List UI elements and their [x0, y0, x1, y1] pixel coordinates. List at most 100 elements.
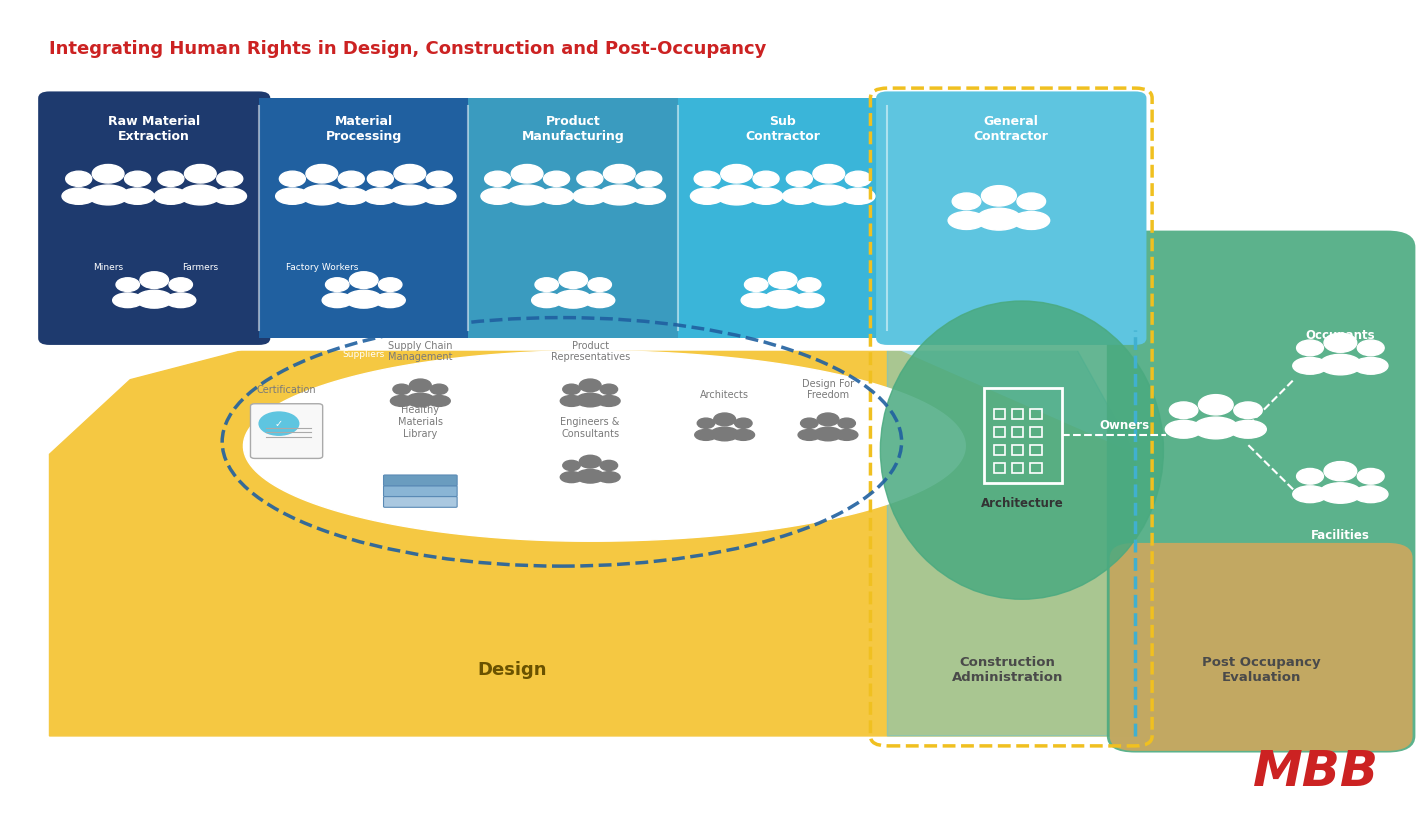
Ellipse shape: [364, 188, 396, 204]
Text: Engineers &
Consultants: Engineers & Consultants: [560, 417, 620, 439]
Ellipse shape: [153, 188, 188, 204]
Ellipse shape: [794, 293, 824, 308]
Ellipse shape: [836, 430, 858, 440]
Ellipse shape: [799, 430, 820, 440]
Circle shape: [845, 171, 871, 186]
Circle shape: [604, 164, 635, 183]
Ellipse shape: [375, 293, 405, 308]
Text: Facilities: Facilities: [1312, 529, 1370, 542]
Circle shape: [1198, 394, 1233, 415]
FancyBboxPatch shape: [259, 98, 469, 339]
Text: Occupants: Occupants: [1306, 329, 1376, 343]
Text: Architects: Architects: [701, 390, 749, 400]
Ellipse shape: [598, 395, 620, 406]
Circle shape: [1357, 340, 1384, 356]
Circle shape: [600, 384, 618, 394]
Ellipse shape: [276, 188, 310, 204]
Circle shape: [817, 413, 838, 426]
Text: Suppliers: Suppliers: [342, 349, 385, 359]
Circle shape: [577, 171, 603, 186]
Text: Factory Workers: Factory Workers: [286, 264, 358, 273]
Circle shape: [769, 272, 797, 289]
Circle shape: [698, 418, 715, 429]
Ellipse shape: [1229, 420, 1266, 438]
Circle shape: [813, 164, 844, 183]
Circle shape: [982, 186, 1016, 206]
Ellipse shape: [576, 470, 604, 483]
Ellipse shape: [1293, 358, 1327, 374]
Ellipse shape: [1293, 486, 1327, 503]
Ellipse shape: [976, 208, 1022, 230]
Ellipse shape: [63, 188, 95, 204]
Circle shape: [753, 171, 779, 186]
Ellipse shape: [136, 290, 172, 308]
Ellipse shape: [783, 188, 816, 204]
Text: General
Contractor: General Contractor: [973, 114, 1049, 143]
Text: Raw Material
Extraction: Raw Material Extraction: [108, 114, 200, 143]
Ellipse shape: [814, 427, 843, 441]
Text: Design: Design: [477, 661, 547, 679]
FancyBboxPatch shape: [384, 485, 458, 496]
Circle shape: [394, 384, 411, 394]
Circle shape: [534, 278, 558, 291]
Circle shape: [797, 278, 821, 291]
Ellipse shape: [716, 185, 757, 205]
Circle shape: [800, 418, 818, 429]
Circle shape: [185, 164, 216, 183]
FancyBboxPatch shape: [38, 92, 270, 345]
Ellipse shape: [881, 301, 1164, 600]
Circle shape: [65, 171, 92, 186]
Ellipse shape: [406, 393, 435, 407]
Ellipse shape: [1013, 212, 1050, 229]
Text: Product
Representatives: Product Representatives: [550, 341, 630, 362]
Circle shape: [563, 460, 580, 470]
Circle shape: [544, 171, 570, 186]
FancyBboxPatch shape: [28, 86, 1157, 351]
Ellipse shape: [112, 293, 142, 308]
Ellipse shape: [1319, 483, 1361, 503]
Ellipse shape: [710, 427, 739, 441]
FancyBboxPatch shape: [1110, 543, 1412, 751]
Circle shape: [338, 171, 364, 186]
Ellipse shape: [301, 185, 342, 205]
Circle shape: [117, 278, 139, 291]
Ellipse shape: [213, 188, 246, 204]
Ellipse shape: [560, 472, 583, 483]
Ellipse shape: [507, 185, 547, 205]
Circle shape: [558, 272, 587, 289]
Ellipse shape: [88, 185, 128, 205]
Circle shape: [1357, 469, 1384, 485]
Ellipse shape: [531, 293, 561, 308]
Ellipse shape: [573, 188, 607, 204]
FancyBboxPatch shape: [678, 98, 888, 339]
Circle shape: [563, 384, 580, 394]
Circle shape: [735, 418, 752, 429]
Ellipse shape: [323, 293, 352, 308]
Circle shape: [158, 171, 183, 186]
Ellipse shape: [691, 188, 723, 204]
Polygon shape: [50, 330, 1135, 736]
Text: Farmers: Farmers: [182, 264, 219, 273]
Circle shape: [426, 171, 452, 186]
Text: Architecture: Architecture: [980, 497, 1063, 510]
Ellipse shape: [1194, 417, 1238, 439]
Ellipse shape: [540, 188, 573, 204]
Circle shape: [325, 278, 350, 291]
Circle shape: [217, 171, 243, 186]
Circle shape: [1233, 402, 1262, 419]
Text: Design For
Freedom: Design For Freedom: [801, 379, 854, 400]
Ellipse shape: [428, 395, 450, 406]
Ellipse shape: [948, 212, 985, 229]
Text: Miners: Miners: [94, 264, 124, 273]
Ellipse shape: [389, 185, 431, 205]
Circle shape: [838, 418, 855, 429]
Ellipse shape: [749, 188, 783, 204]
Ellipse shape: [764, 290, 801, 308]
Ellipse shape: [560, 395, 583, 406]
Circle shape: [1296, 469, 1323, 485]
Circle shape: [512, 164, 543, 183]
Ellipse shape: [732, 430, 755, 440]
Text: Healthy
Materials
Library: Healthy Materials Library: [398, 405, 443, 439]
Circle shape: [394, 164, 426, 183]
Ellipse shape: [166, 293, 196, 308]
